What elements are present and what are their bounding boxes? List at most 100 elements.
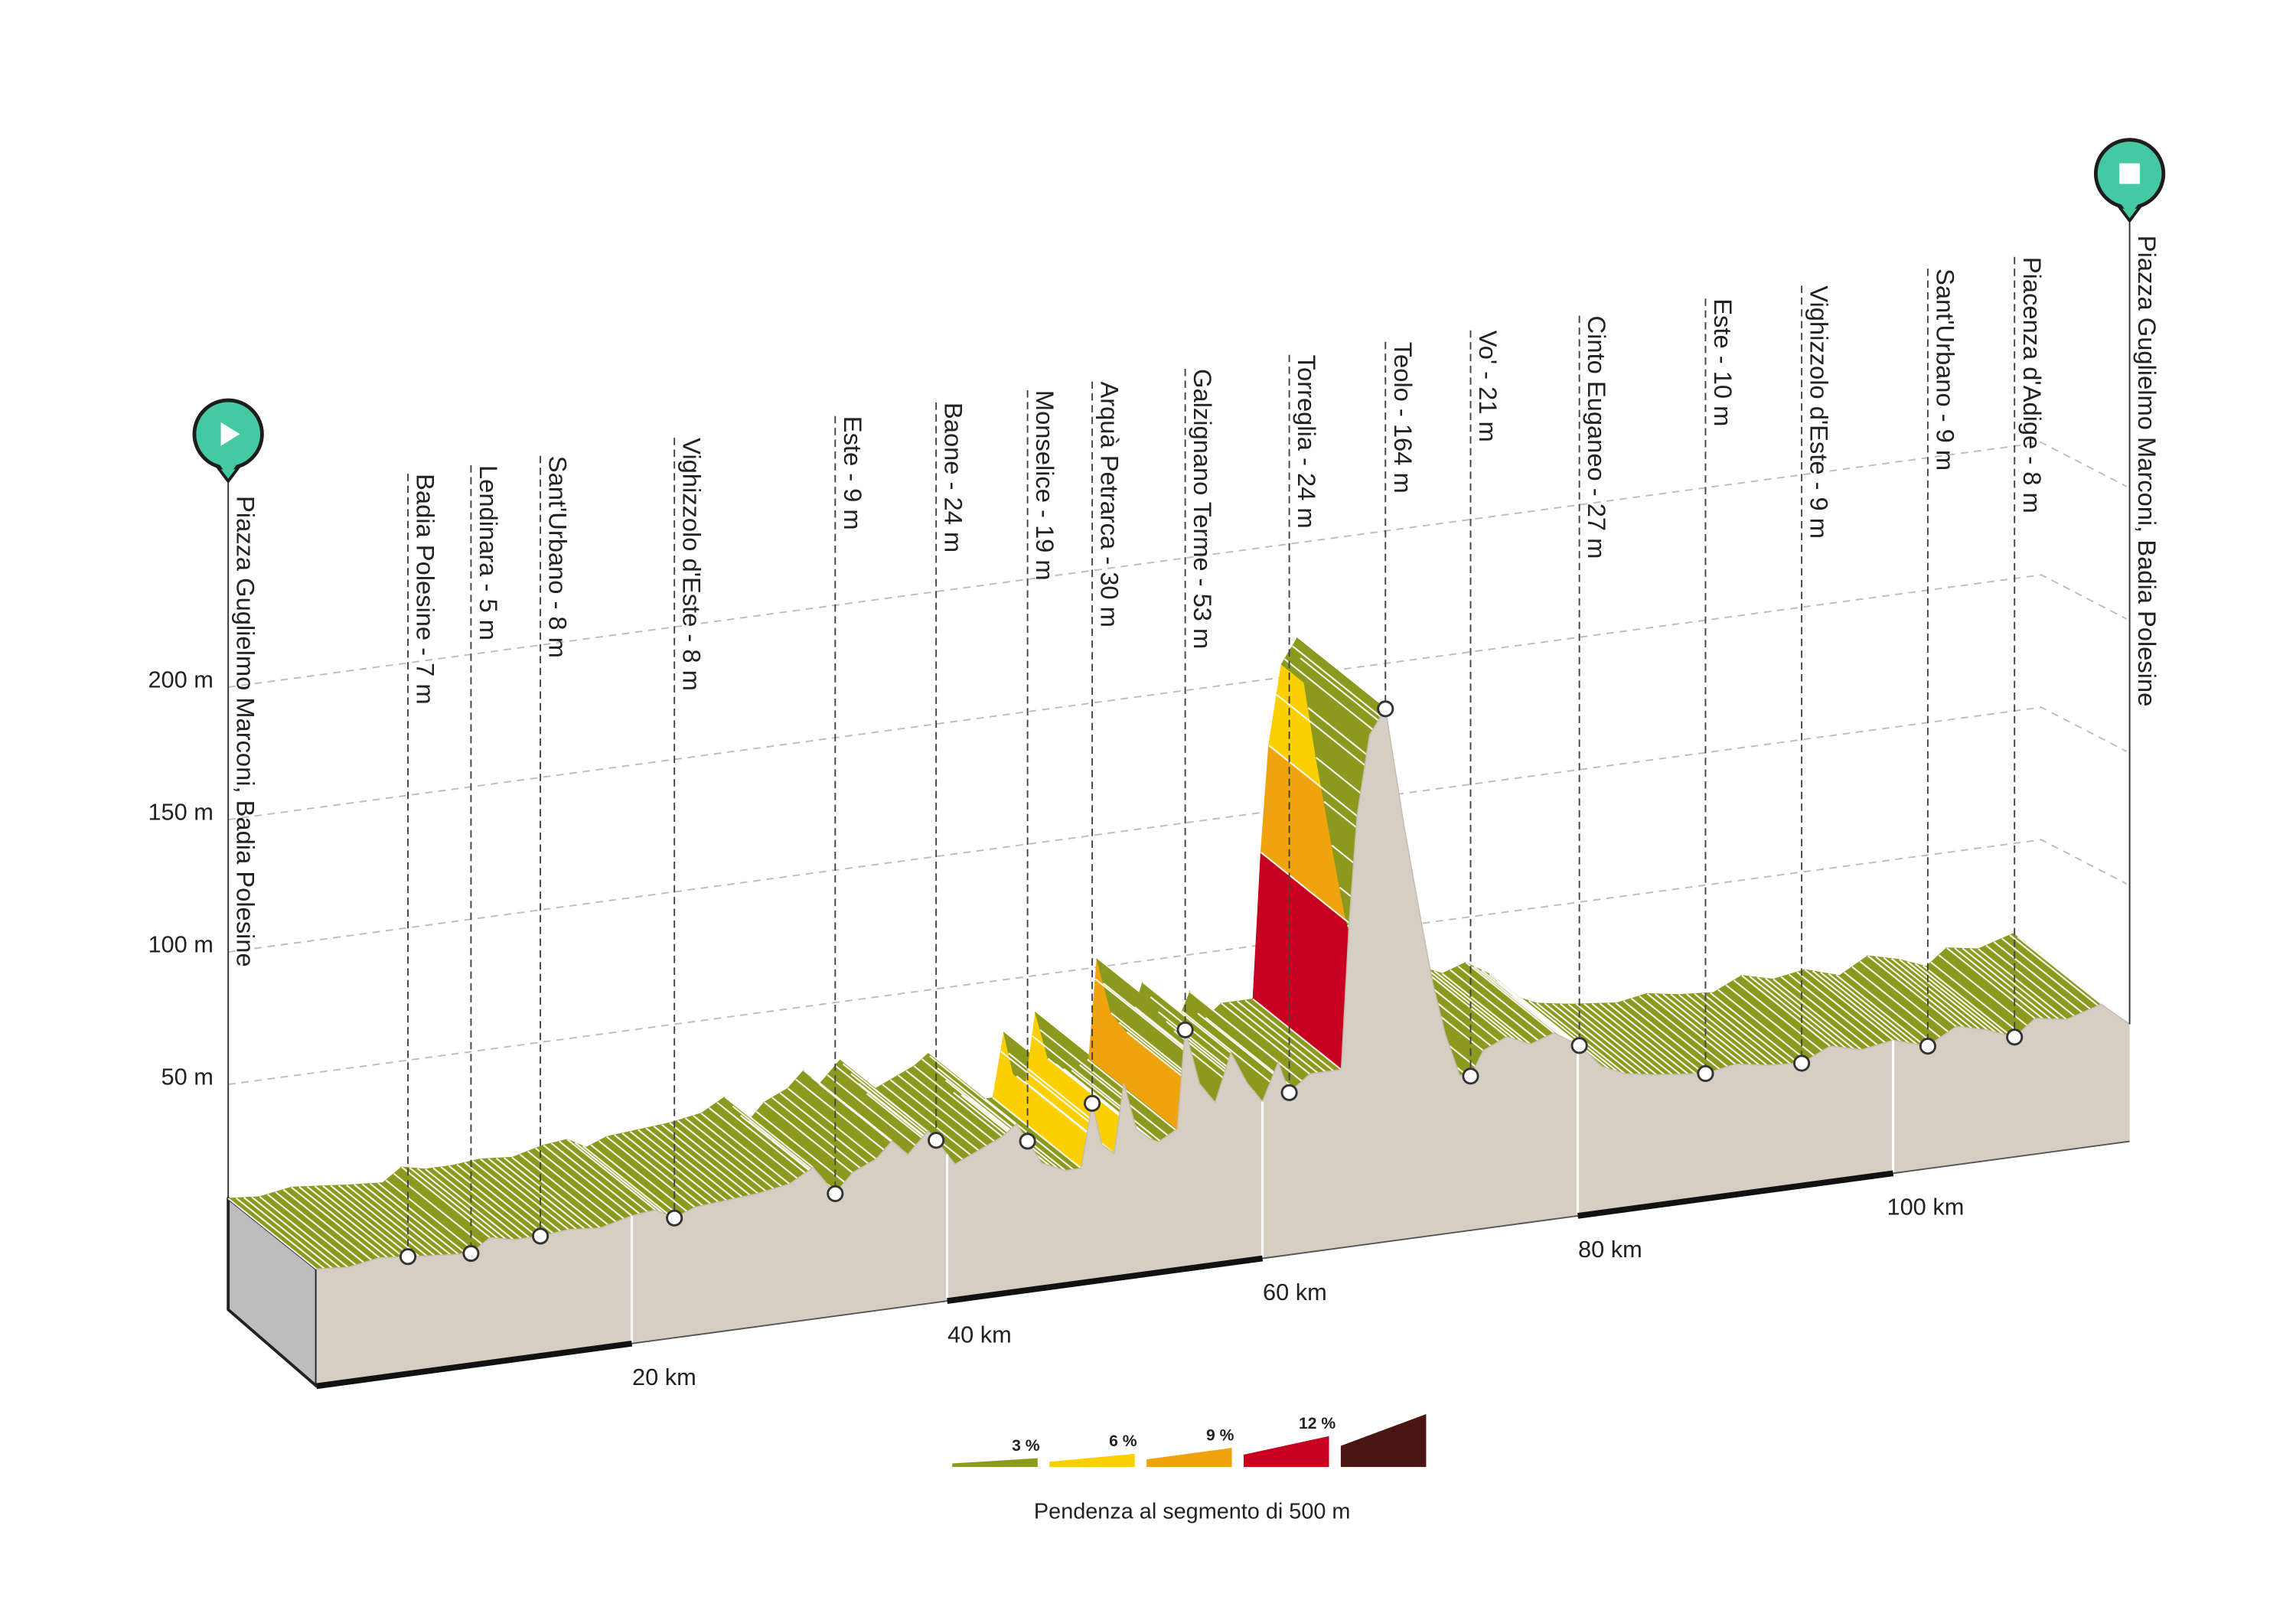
- km-band: [947, 1255, 1264, 1304]
- hatch: [1008, 1052, 1097, 1125]
- hatch: [1717, 989, 1807, 1061]
- waypoint-dot: [1176, 1021, 1194, 1038]
- hatch: [1441, 973, 1531, 1045]
- waypoint-label: Baone - 24 m: [940, 402, 968, 552]
- hatch: [1756, 976, 1847, 1049]
- x-tick-label: 100 km: [1887, 1194, 1964, 1221]
- hatch: [1654, 992, 1744, 1065]
- hatch: [1906, 960, 1997, 1033]
- hatch: [708, 1106, 798, 1179]
- hatch: [1583, 1003, 1673, 1075]
- legend: 3 % 6 % 9 % 12 %: [952, 1413, 1427, 1468]
- hatch: [1844, 971, 1933, 1044]
- hatch: [425, 1168, 514, 1240]
- hatch: [1938, 954, 2028, 1027]
- hatch: [432, 1167, 523, 1240]
- grid: 50 m 100 m 150 m 200 m: [148, 442, 2128, 1090]
- hatch: [1528, 999, 1618, 1072]
- hatch: [306, 1185, 396, 1258]
- hatch: [693, 1115, 782, 1188]
- km-band: [1577, 1170, 1894, 1219]
- hatch: [504, 1157, 593, 1230]
- hatch: [763, 1101, 853, 1174]
- hatch: [1181, 1010, 1271, 1083]
- legend-label: 6 %: [1109, 1432, 1137, 1450]
- hatch: [235, 1197, 325, 1269]
- hatch: [716, 1101, 806, 1174]
- legend-label: 12 %: [1299, 1415, 1336, 1432]
- hatch: [898, 1074, 987, 1147]
- hatch: [1283, 658, 1374, 731]
- hatch: [1457, 965, 1548, 1038]
- waypoint-label: Monselice - 19 m: [1031, 390, 1059, 581]
- hatch: [1796, 971, 1886, 1044]
- waypoint-dot: [1793, 1054, 1811, 1072]
- grid-line: [228, 839, 2128, 1086]
- hatch: [1520, 997, 1610, 1070]
- hatch: [1544, 1002, 1634, 1075]
- hatch: [1567, 1003, 1658, 1076]
- hatch: [913, 1065, 1003, 1138]
- hatch: [598, 1140, 688, 1212]
- hatch: [243, 1197, 333, 1269]
- waypoints: Badia Polesine - 7 m Lendinara - 5 m Sant'…: [399, 257, 2047, 1266]
- hatch: [1670, 993, 1760, 1066]
- hatch: [771, 1097, 861, 1169]
- hatch: [338, 1185, 428, 1257]
- hatch: [677, 1119, 767, 1192]
- hatch: [259, 1196, 349, 1269]
- hatch: [661, 1123, 751, 1196]
- hatch: [779, 1092, 869, 1165]
- hatch: [1560, 1003, 1649, 1076]
- y-tick-label: 100 m: [148, 931, 213, 958]
- hatch: [1260, 852, 1350, 924]
- hatch: [1954, 947, 2043, 1020]
- waypoint-label: Lendinara - 5 m: [475, 465, 503, 640]
- hatch: [582, 1145, 672, 1217]
- grid-line: [228, 442, 2128, 688]
- hatch: [330, 1185, 420, 1257]
- stop-icon: [2119, 163, 2141, 184]
- start-label: Piazza Guglielmo Marconi, Badia Polesine: [232, 496, 260, 967]
- hatch: [1150, 996, 1240, 1069]
- hatch: [1292, 645, 1381, 718]
- hatch: [574, 1142, 664, 1214]
- waypoint-dot: [2006, 1028, 2024, 1046]
- hatch: [882, 1084, 972, 1156]
- hatch: [645, 1127, 735, 1200]
- hatch: [511, 1156, 602, 1229]
- hatch: [1607, 1002, 1697, 1075]
- grid-line: [228, 574, 2128, 821]
- hatch: [227, 1198, 318, 1270]
- hatch: [1930, 961, 2020, 1034]
- hatch: [267, 1193, 357, 1266]
- hatch: [527, 1150, 617, 1223]
- hatch: [1236, 1000, 1326, 1073]
- hatch: [1701, 992, 1792, 1065]
- front-face: [316, 709, 2130, 1387]
- hatch: [1599, 1002, 1689, 1075]
- finish-label: Piazza Guglielmo Marconi, Badia Polesine: [2133, 236, 2161, 707]
- hatch: [377, 1182, 467, 1255]
- hatch: [1417, 965, 1508, 1038]
- hatch: [1969, 947, 2060, 1020]
- hatch: [1694, 992, 1784, 1065]
- legend-label: 9 %: [1206, 1426, 1234, 1444]
- finish-pin-fill: [2119, 201, 2141, 217]
- km-band: [316, 1340, 633, 1390]
- hatch: [1473, 966, 1563, 1038]
- hatch: [1835, 974, 1926, 1047]
- hatch: [2001, 937, 2091, 1010]
- hatch: [1820, 971, 1910, 1044]
- hatch: [1071, 1069, 1161, 1142]
- hatch: [385, 1179, 475, 1252]
- hatch: [566, 1139, 657, 1211]
- hatch: [519, 1153, 609, 1226]
- waypoint-label: Vighizzolo d'Este - 8 m: [678, 438, 706, 691]
- waypoint-dot: [1084, 1094, 1101, 1112]
- hatch: [1228, 1002, 1319, 1074]
- hatch: [282, 1188, 373, 1261]
- waypoint-dot: [1377, 700, 1394, 718]
- hatch: [354, 1184, 444, 1256]
